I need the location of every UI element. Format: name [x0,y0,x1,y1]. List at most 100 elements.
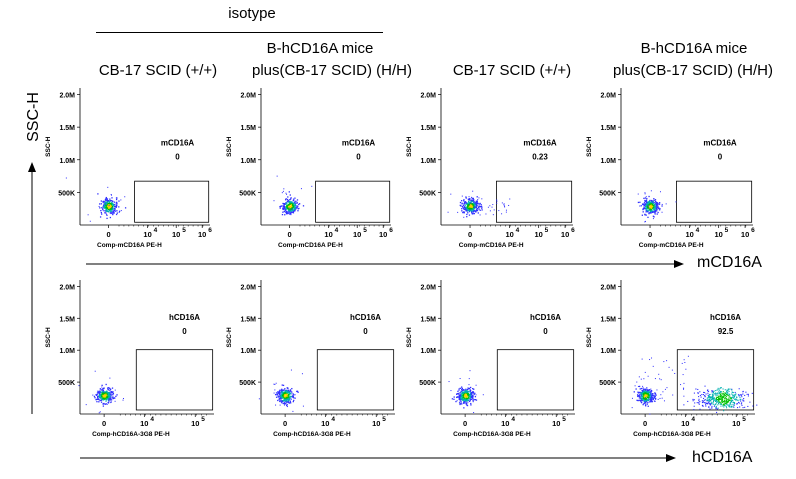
x-tick-label: 10 [715,230,723,239]
scatter-point [281,393,283,395]
scatter-point [290,209,292,211]
scatter-point [656,210,658,212]
scatter-point [653,208,655,210]
scatter-point [740,403,742,405]
scatter-point [489,205,491,207]
scatter-point [647,398,649,400]
scatter-point [654,209,657,212]
scatter-point [731,393,733,395]
scatter-point [734,391,736,394]
scatter-point [471,212,473,215]
scatter-point [284,207,286,210]
scatter-point [470,390,472,392]
scatter-point [474,399,477,401]
scatter-point [652,207,654,209]
scatter-point [718,391,720,393]
scatter-point [642,399,644,402]
scatter-point [464,208,466,210]
scatter-point [645,214,647,216]
scatter-point [711,405,713,407]
scatter-point [282,202,284,205]
gate-name-label: mCD16A [161,139,195,148]
scatter-point [105,394,107,396]
scatter-point [655,206,657,208]
scatter-point [278,390,281,392]
x-tick-exponent: 5 [562,416,566,423]
scatter-point [291,202,293,204]
scatter-point [659,191,661,193]
scatter-point [736,403,739,405]
scatter-point [105,199,107,202]
scatter-point [658,202,661,204]
scatter-point [94,370,96,372]
scatter-point [463,397,465,399]
scatter-point [656,213,658,215]
scatter-point [716,396,718,398]
scatter-point [105,391,108,393]
scatter-point [103,203,105,205]
scatter-point [116,210,118,212]
scatter-point [293,200,295,202]
scatter-point [78,385,80,387]
gate-rectangle [134,180,210,223]
scatter-point [294,394,296,396]
scatter-point [479,202,481,205]
scatter-point [645,208,647,210]
scatter-point [723,404,725,406]
scatter-point [654,213,656,215]
scatter-point [286,198,289,201]
scatter-point [711,397,714,399]
scatter-point [464,394,466,396]
scatter-point [475,399,478,401]
scatter-point [110,402,112,404]
scatter-point [469,398,471,401]
scatter-point [469,198,471,200]
scatter-point [113,203,115,206]
scatter-point [701,393,703,396]
scatter-point [712,391,714,393]
scatter-point [644,371,646,373]
scatter-point [720,399,723,401]
scatter-point [292,212,295,214]
scatter-point [739,397,741,399]
scatter-point [652,398,654,400]
scatter-point [741,394,743,396]
scatter-point [289,199,291,201]
y-tick-label: 1.0M [240,158,256,165]
scatter-point [726,400,728,402]
scatter-point [693,399,695,401]
scatter-point [728,404,730,406]
y-tick-label: 2.0M [59,93,75,100]
scatter-point [108,396,111,398]
scatter-point [459,403,461,406]
scatter-point [287,387,289,389]
scatter-point [293,201,296,203]
scatter-point [106,202,108,204]
y-axis-label: SSC-H [586,136,593,157]
scatter-point [733,396,735,398]
scatter-point [466,400,469,402]
scatter-point [718,399,721,401]
scatter-point [472,390,474,393]
gate-value-label: 0 [175,153,180,162]
scatter-point [462,211,465,213]
scatter-point [285,211,288,213]
scatter-point [280,401,283,403]
scatter-point [456,393,458,395]
scatter-point [738,388,740,390]
scatter-point [722,401,724,403]
scatter-point [662,391,664,393]
scatter-point [463,389,465,391]
scatter-point [462,389,464,391]
scatter-point [654,395,656,398]
scatter-point [279,207,281,209]
scatter-point [290,398,292,400]
scatter-point [103,210,105,212]
scatter-point [716,398,718,400]
scatter-point [699,408,701,410]
x-tick-exponent: 4 [691,416,695,423]
scatter-point [106,403,108,405]
scatter-point [722,398,724,400]
